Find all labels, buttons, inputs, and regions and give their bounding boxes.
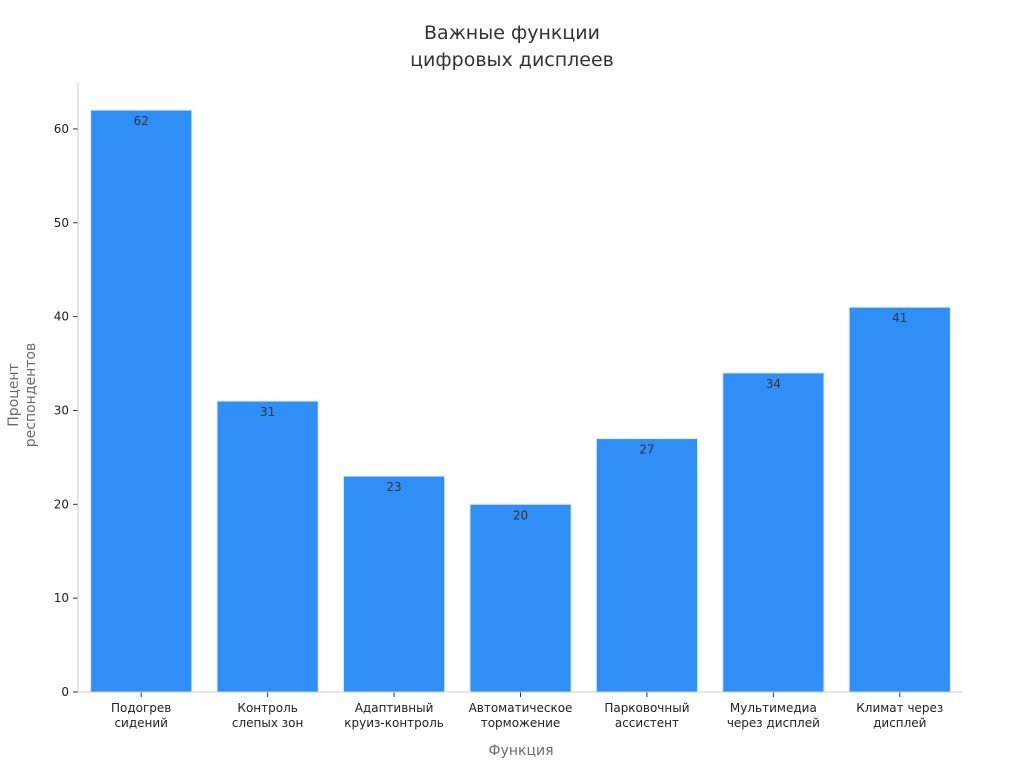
bar-value-label: 27 (639, 443, 654, 457)
y-tick-label: 20 (54, 497, 69, 511)
y-tick-label: 0 (61, 685, 69, 699)
bar-value-label: 34 (766, 377, 781, 391)
bar (848, 306, 951, 693)
x-tick-label: Климат через (856, 701, 943, 715)
y-axis-title-line-2: респондентов (23, 343, 39, 448)
y-tick-label: 10 (54, 591, 69, 605)
y-tick-label: 30 (54, 403, 69, 417)
x-tick-label: Мультимедиа (730, 701, 817, 715)
y-tick-label: 60 (54, 122, 69, 136)
y-axis-title: Процент респондентов (6, 343, 39, 448)
x-tick-label: Автоматическое (469, 701, 573, 715)
x-tick-label: слепых зон (232, 716, 303, 730)
x-tick-label: дисплей (873, 716, 926, 730)
y-axis-title-line-1: Процент (6, 363, 22, 426)
bar (343, 475, 446, 693)
chart-title-line-2: цифровых дисплеев (410, 49, 614, 71)
chart-title-line-1: Важные функции (424, 22, 600, 44)
y-tick-label: 50 (54, 216, 69, 230)
x-tick-label: Парковочный (604, 701, 689, 715)
x-tick-label: Подогрев (111, 701, 171, 715)
bar-value-label: 62 (134, 114, 149, 128)
bar (595, 438, 698, 693)
x-axis-title: Функция (489, 743, 554, 759)
x-tick-label: Адаптивный (355, 701, 434, 715)
x-tick-label: сидений (114, 716, 168, 730)
bar-value-label: 20 (513, 508, 528, 522)
bar-value-label: 41 (892, 311, 907, 325)
x-tick-label: Контроль (237, 701, 297, 715)
x-tick-label: торможение (481, 716, 561, 730)
bar (216, 400, 319, 693)
bar-value-label: 23 (386, 480, 401, 494)
bar-value-label: 31 (260, 405, 275, 419)
bar (90, 109, 193, 693)
x-tick-label: круиз-контроль (344, 716, 444, 730)
y-tick-label: 40 (54, 310, 69, 324)
x-tick-label: через дисплей (727, 716, 820, 730)
x-tick-label: ассистент (615, 716, 679, 730)
bar (469, 503, 572, 693)
bar (722, 372, 825, 693)
